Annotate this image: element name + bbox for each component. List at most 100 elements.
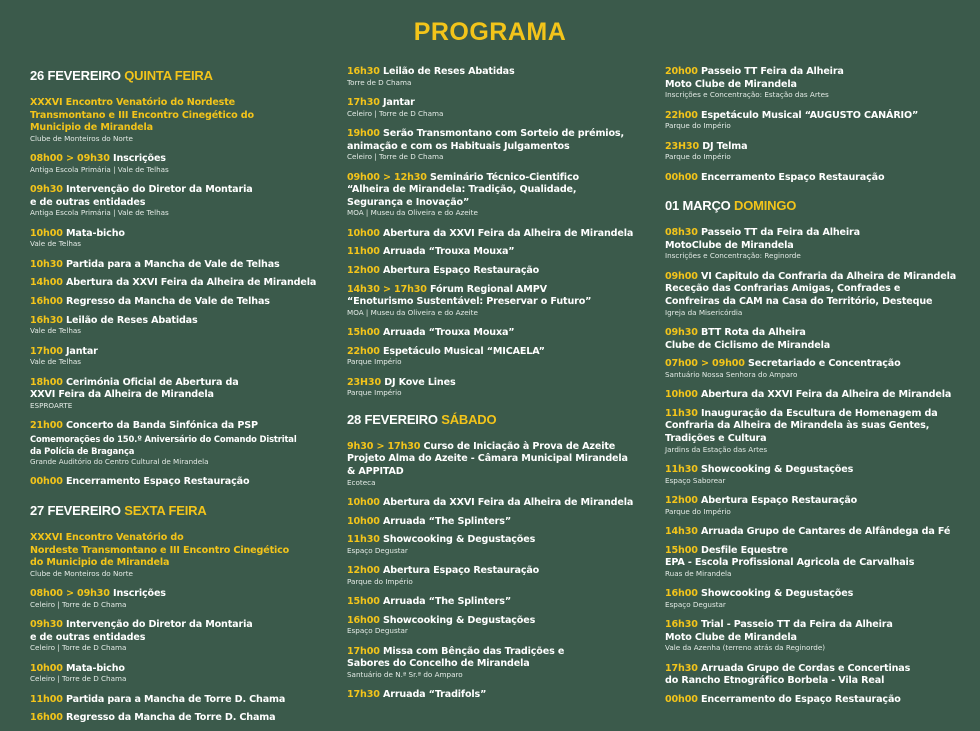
event-title-text: Passeio TT da Feira da Alheira bbox=[701, 227, 860, 239]
event-title-line: Municipio de Mirandela bbox=[30, 122, 340, 135]
event-title-line: 09h30 Intervenção do Diretor da Montaria bbox=[30, 184, 340, 197]
event-location: ESPROARTE bbox=[30, 400, 73, 410]
event-time: 00h00 bbox=[665, 171, 698, 183]
event-title-text: Arruada “The Splinters” bbox=[383, 596, 511, 608]
event-time: 16h00 bbox=[665, 588, 698, 600]
program-item: 23H30 DJ Kove Lines Parque Império bbox=[347, 377, 657, 398]
event-time: 16h30 bbox=[30, 314, 63, 326]
event-title-text: Arruada “The Splinters” bbox=[383, 515, 511, 527]
program-item: 18h00 Cerimónia Oficial de Abertura da XX… bbox=[30, 377, 340, 411]
event-title-text: animação e com os Habituais Julgamentos bbox=[347, 140, 570, 152]
event-time: 12h00 bbox=[347, 565, 380, 577]
event-title-line: 12h00 Abertura Espaço Restauração bbox=[347, 565, 657, 578]
event-title-text: Municipio de Mirandela bbox=[30, 122, 153, 134]
event-location: Santuário Nossa Senhora do Amparo bbox=[665, 369, 798, 379]
event-title-line: 22h00 Espetáculo Musical “MICAELA” bbox=[347, 346, 657, 359]
event-subtitle-line: da Polícia de Bragança bbox=[30, 446, 135, 457]
event-title-line: 09h00 > 12h30 Seminário Técnico-Cientifi… bbox=[347, 172, 657, 185]
event-title-line: 15h00 Desfile Equestre bbox=[665, 545, 975, 558]
day-weekday: DOMINGO bbox=[734, 198, 797, 214]
event-title-line: Clube de Ciclismo de Mirandela bbox=[665, 340, 975, 353]
program-item: 10h00 Abertura da XXVI Feira da Alheira … bbox=[347, 228, 657, 241]
event-time: 08h30 bbox=[665, 227, 698, 239]
event-title-text: Jantar bbox=[383, 97, 415, 108]
event-title-text: Passeio TT Feira da Alheira bbox=[701, 66, 844, 77]
event-time: 15h00 bbox=[347, 327, 380, 339]
day-date: 26 FEVEREIRO bbox=[30, 68, 121, 83]
event-location: Parque Império bbox=[347, 388, 402, 398]
event-title-line: Moto Clube de Mirandela bbox=[665, 632, 975, 645]
program-item: 23H30 DJ Telma Parque do Império bbox=[665, 141, 975, 162]
event-title-line: 9h30 > 17h30 Curso de Iniciação à Prova … bbox=[347, 441, 657, 454]
event-time: 09h30 bbox=[30, 184, 63, 196]
event-time: 10h00 bbox=[347, 515, 380, 527]
program-item: 00h00 Encerramento do Espaço Restauração bbox=[665, 694, 975, 707]
event-title-line: 15h00 Arruada “The Splinters” bbox=[347, 596, 657, 609]
event-title-line: XXVI Feira da Alheira de Mirandela bbox=[30, 389, 340, 402]
program-item: 22h00 Espetáculo Musical “MICAELA” Parque… bbox=[347, 346, 657, 367]
event-time: 15h00 bbox=[665, 544, 698, 556]
program-column-3: 20h00 Passeio TT Feira da Alheira Moto Cl… bbox=[665, 66, 975, 713]
event-title-text: Mata-bicho bbox=[66, 227, 125, 239]
event-location: Vale de Telhas bbox=[30, 326, 82, 336]
event-title-text: Serão Transmontano com Sorteio de prémio… bbox=[383, 128, 624, 139]
event-title-text: Arruada “Tradifols” bbox=[383, 689, 487, 701]
day-weekday: SEXTA FEIRA bbox=[124, 502, 207, 518]
event-title-line: 12h00 Abertura Espaço Restauração bbox=[665, 495, 975, 508]
event-title-text: Partida para a Mancha de Torre D. Chama bbox=[66, 693, 286, 705]
event-location: Parque do Império bbox=[665, 121, 731, 131]
event-title-line: 18h00 Cerimónia Oficial de Abertura da bbox=[30, 377, 340, 390]
event-title-line: 10h00 Mata-bicho bbox=[30, 228, 340, 241]
event-title-text: Moto Clube de Mirandela bbox=[665, 631, 797, 643]
event-title-text: “Enoturismo Sustentável: Preservar o Fut… bbox=[347, 296, 592, 308]
event-title-text: Mata-bicho bbox=[66, 662, 125, 674]
event-time: 12h00 bbox=[665, 494, 698, 506]
event-title-text: Nordeste Transmontano e III Encontro Cin… bbox=[30, 544, 290, 556]
program-item: 09h00 > 12h30 Seminário Técnico-Cientifi… bbox=[347, 172, 657, 218]
event-title-line: EPA - Escola Profissional Agricola de Ca… bbox=[665, 557, 975, 570]
event-title-line: 16h00 Showcooking & Degustações bbox=[665, 588, 975, 601]
event-title-text: Abertura Espaço Restauração bbox=[383, 264, 540, 276]
program-item: 16h00 Showcooking & Degustações Espaço De… bbox=[665, 588, 975, 609]
event-time: 16h00 bbox=[30, 712, 63, 724]
event-location: Celeiro | Torre de D Chama bbox=[347, 152, 444, 162]
event-time: 16h00 bbox=[347, 614, 380, 626]
event-time: 07h00 > 09h00 bbox=[665, 358, 745, 370]
event-title-text: Desfile Equestre bbox=[701, 544, 788, 556]
event-title-text: Moto Clube de Mirandela bbox=[665, 78, 797, 90]
program-item: 08h00 > 09h30 Inscrições Celeiro | Torre … bbox=[30, 588, 340, 609]
program-item: 14h30 Arruada Grupo de Cantares de Alfân… bbox=[665, 526, 975, 539]
event-title-text: Seminário Técnico-Cientifico bbox=[430, 171, 579, 183]
event-location: Espaço Degustar bbox=[347, 626, 408, 636]
event-title-line: do Municipio de Mirandela bbox=[30, 557, 340, 570]
event-title-text: Arruada “Trouxa Mouxa” bbox=[383, 327, 515, 339]
program-item: 21h00 Concerto da Banda Sinfónica da PSP… bbox=[30, 420, 340, 466]
event-title-text: DJ Kove Lines bbox=[384, 376, 456, 388]
event-title-line: XXXVI Encontro Venatório do Nordeste bbox=[30, 97, 340, 110]
event-title-text: Arruada Grupo de Cordas e Concertinas bbox=[701, 662, 911, 674]
program-item: 11h00 Arruada “Trouxa Mouxa” bbox=[347, 246, 657, 259]
event-title-text: Abertura Espaço Restauração bbox=[383, 565, 540, 577]
event-time: 16h00 bbox=[30, 295, 63, 307]
event-title-line: & APPITAD bbox=[347, 466, 657, 479]
program-item: 16h30 Leilão de Reses Abatidas Torre de D… bbox=[347, 66, 657, 87]
event-location: Jardins da Estação das Artes bbox=[665, 444, 768, 454]
event-time: 16h30 bbox=[347, 66, 380, 77]
event-title-line: 00h00 Encerramento Espaço Restauração bbox=[30, 476, 340, 489]
event-title-line: 16h30 Leilão de Reses Abatidas bbox=[30, 315, 340, 328]
event-title-line: 10h00 Abertura da XXVI Feira da Alheira … bbox=[665, 389, 975, 402]
event-time: 11h30 bbox=[347, 534, 380, 546]
event-time: 10h00 bbox=[30, 227, 63, 239]
event-time: 11h00 bbox=[30, 693, 63, 705]
program-item: 10h30 Partida para a Mancha de Vale de T… bbox=[30, 259, 340, 272]
event-title-text: BTT Rota da Alheira bbox=[701, 326, 806, 338]
program-item: 17h30 Jantar Celeiro | Torre de D Chama bbox=[347, 97, 657, 118]
program-item: 08h00 > 09h30 Inscrições Antiga Escola Pr… bbox=[30, 153, 340, 174]
event-title-line: 20h00 Passeio TT Feira da Alheira bbox=[665, 66, 975, 79]
event-title-line: animação e com os Habituais Julgamentos bbox=[347, 141, 657, 154]
event-title-text: Inauguração da Escultura de Homenagem da bbox=[701, 407, 938, 419]
event-title-text: Encerramento do Espaço Restauração bbox=[701, 693, 901, 705]
event-time: 00h00 bbox=[665, 693, 698, 705]
event-title-line: 09h30 Intervenção do Diretor da Montaria bbox=[30, 619, 340, 632]
event-title-line: e de outras entidades bbox=[30, 197, 340, 210]
